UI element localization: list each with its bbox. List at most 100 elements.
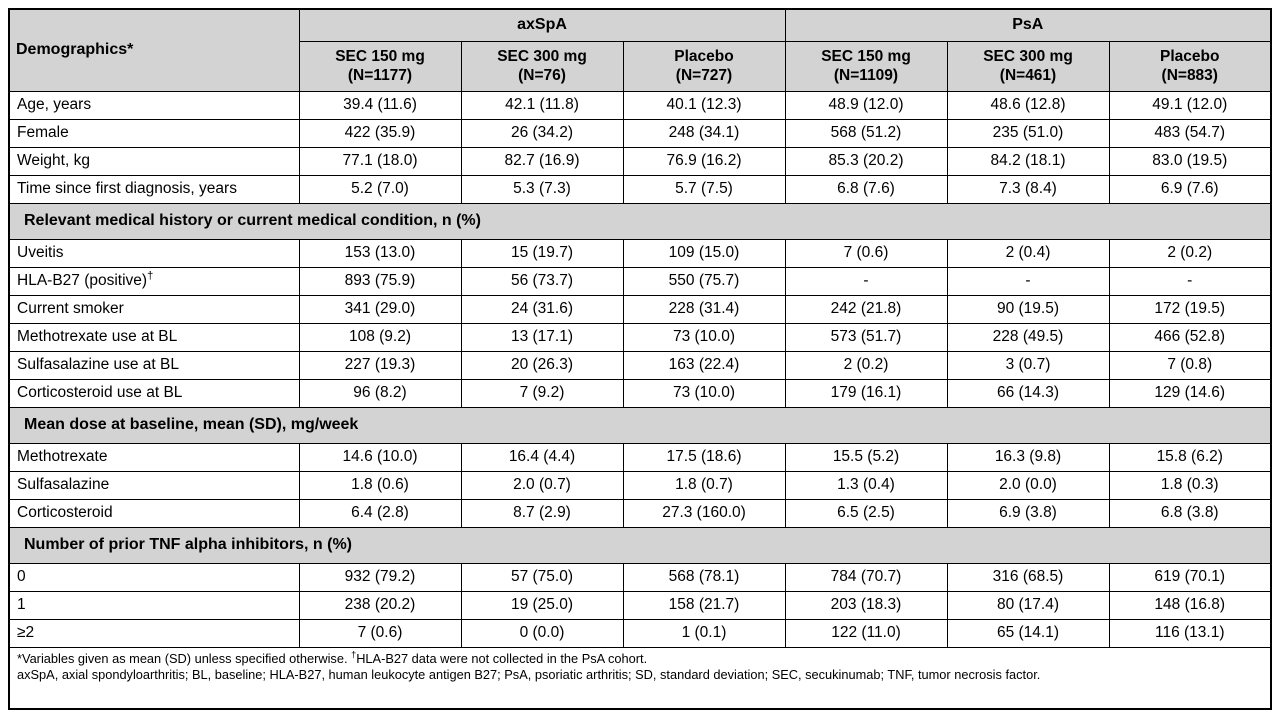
section-header-row: Mean dose at baseline, mean (SD), mg/wee… — [8, 406, 1272, 444]
row-label-cell: 1 — [8, 590, 300, 620]
value-cell: 14.6 (10.0) — [298, 442, 462, 472]
value-cell: 83.0 (19.5) — [1108, 146, 1272, 176]
value-cell: 80 (17.4) — [946, 590, 1110, 620]
value-cell: 96 (8.2) — [298, 378, 462, 408]
column-header-line1: SEC 150 mg — [335, 47, 425, 65]
cohort-group-cell: PsA — [784, 8, 1272, 42]
value-cell: 15 (19.7) — [460, 238, 624, 268]
value-cell: 122 (11.0) — [784, 618, 948, 648]
value-cell: 153 (13.0) — [298, 238, 462, 268]
table-row: Corticosteroid use at BL 96 (8.2) 7 (9.2) 7… — [8, 378, 1272, 408]
value-cell: 1.8 (0.3) — [1108, 470, 1272, 500]
column-header-line2: (N=727) — [675, 67, 733, 84]
section-header-cell: Relevant medical history or current medi… — [8, 202, 1272, 240]
value-cell: 6.5 (2.5) — [784, 498, 948, 528]
row-label-cell: Weight, kg — [8, 146, 300, 176]
value-cell: 85.3 (20.2) — [784, 146, 948, 176]
row-label-cell: Time since first diagnosis, years — [8, 174, 300, 204]
demographics-table: Demographics* axSpA PsA SEC 150 mg (N=1177) S… — [8, 8, 1272, 710]
row-label-cell: HLA-B27 (positive)† — [8, 266, 300, 296]
row-label-cell: Sulfasalazine — [8, 470, 300, 500]
value-cell: 129 (14.6) — [1108, 378, 1272, 408]
value-cell: 84.2 (18.1) — [946, 146, 1110, 176]
value-cell: 26 (34.2) — [460, 118, 624, 148]
value-cell: 179 (16.1) — [784, 378, 948, 408]
value-cell: 56 (73.7) — [460, 266, 624, 296]
value-cell: 148 (16.8) — [1108, 590, 1272, 620]
value-cell: 15.5 (5.2) — [784, 442, 948, 472]
column-header-line1: Placebo — [1160, 47, 1220, 65]
value-cell: 77.1 (18.0) — [298, 146, 462, 176]
value-cell: 1.8 (0.6) — [298, 470, 462, 500]
value-cell: 203 (18.3) — [784, 590, 948, 620]
row-label-cell: Age, years — [8, 90, 300, 120]
table-row: Current smoker 341 (29.0) 24 (31.6) 228 (31… — [8, 294, 1272, 324]
value-cell: 57 (75.0) — [460, 562, 624, 592]
value-cell: 16.4 (4.4) — [460, 442, 624, 472]
column-header-line1: SEC 300 mg — [983, 47, 1073, 65]
section-header-row: Relevant medical history or current medi… — [8, 202, 1272, 240]
dagger-footnote-marker: † — [147, 270, 154, 283]
row-label-cell: Current smoker — [8, 294, 300, 324]
value-cell: 108 (9.2) — [298, 322, 462, 352]
row-label-cell: Corticosteroid use at BL — [8, 378, 300, 408]
column-header-line2: (N=461) — [999, 67, 1057, 84]
value-cell: 248 (34.1) — [622, 118, 786, 148]
value-cell: 65 (14.1) — [946, 618, 1110, 648]
row-label-cell: 0 — [8, 562, 300, 592]
column-header-line2: (N=1177) — [347, 67, 413, 84]
table-row: Sulfasalazine 1.8 (0.6) 2.0 (0.7) 1.8 (0.7)… — [8, 470, 1272, 500]
row-label-cell: Sulfasalazine use at BL — [8, 350, 300, 380]
value-cell: 90 (19.5) — [946, 294, 1110, 324]
value-cell: 19 (25.0) — [460, 590, 624, 620]
table-row: 0 932 (79.2) 57 (75.0) 568 (78.1) 784 (70.7)… — [8, 562, 1272, 592]
table-row: ≥2 7 (0.6) 0 (0.0) 1 (0.1) 122 (11.0) 65 (14.… — [8, 618, 1272, 648]
footnote-cell: *Variables given as mean (SD) unless spe… — [8, 646, 1272, 710]
value-cell: 228 (49.5) — [946, 322, 1110, 352]
value-cell: 619 (70.1) — [1108, 562, 1272, 592]
value-cell: 568 (51.2) — [784, 118, 948, 148]
value-cell: 2.0 (0.7) — [460, 470, 624, 500]
table-row: 1 238 (20.2) 19 (25.0) 158 (21.7) 203 (18.3)… — [8, 590, 1272, 620]
value-cell: 316 (68.5) — [946, 562, 1110, 592]
table-row: HLA-B27 (positive)† 893 (75.9) 56 (73.7) 55… — [8, 266, 1272, 296]
value-cell: 39.4 (11.6) — [298, 90, 462, 120]
value-cell: 932 (79.2) — [298, 562, 462, 592]
table-row: Methotrexate 14.6 (10.0) 16.4 (4.4) 17.5 (1… — [8, 442, 1272, 472]
value-cell: 2 (0.2) — [784, 350, 948, 380]
value-cell: 16.3 (9.8) — [946, 442, 1110, 472]
table-row: Corticosteroid 6.4 (2.8) 8.7 (2.9) 27.3 (16… — [8, 498, 1272, 528]
value-cell: 227 (19.3) — [298, 350, 462, 380]
column-header-cell: SEC 300 mg (N=76) — [460, 40, 624, 92]
value-cell: - — [784, 266, 948, 296]
value-cell: 1.8 (0.7) — [622, 470, 786, 500]
value-cell: 5.2 (7.0) — [298, 174, 462, 204]
value-cell: 15.8 (6.2) — [1108, 442, 1272, 472]
row-label-cell: Corticosteroid — [8, 498, 300, 528]
row-label-cell: ≥2 — [8, 618, 300, 648]
table-header: Demographics* axSpA PsA SEC 150 mg (N=1177) S… — [8, 8, 1272, 92]
column-header-cell: Placebo (N=883) — [1108, 40, 1272, 92]
value-cell: 568 (78.1) — [622, 562, 786, 592]
corner-header-cell: Demographics* — [8, 8, 300, 92]
value-cell: - — [1108, 266, 1272, 296]
value-cell: 6.9 (3.8) — [946, 498, 1110, 528]
value-cell: 550 (75.7) — [622, 266, 786, 296]
value-cell: 40.1 (12.3) — [622, 90, 786, 120]
value-cell: 158 (21.7) — [622, 590, 786, 620]
value-cell: 7 (0.6) — [784, 238, 948, 268]
footnote-row: *Variables given as mean (SD) unless spe… — [8, 646, 1272, 710]
value-cell: 13 (17.1) — [460, 322, 624, 352]
value-cell: 42.1 (11.8) — [460, 90, 624, 120]
value-cell: 2 (0.4) — [946, 238, 1110, 268]
value-cell: 76.9 (16.2) — [622, 146, 786, 176]
value-cell: 7.3 (8.4) — [946, 174, 1110, 204]
value-cell: 1.3 (0.4) — [784, 470, 948, 500]
value-cell: 66 (14.3) — [946, 378, 1110, 408]
value-cell: 27.3 (160.0) — [622, 498, 786, 528]
table-row: Sulfasalazine use at BL 227 (19.3) 20 (26.… — [8, 350, 1272, 380]
value-cell: 48.9 (12.0) — [784, 90, 948, 120]
value-cell: 422 (35.9) — [298, 118, 462, 148]
value-cell: 116 (13.1) — [1108, 618, 1272, 648]
column-header-row: SEC 150 mg (N=1177) SEC 300 mg (N=76) Placeb… — [9, 40, 1272, 92]
